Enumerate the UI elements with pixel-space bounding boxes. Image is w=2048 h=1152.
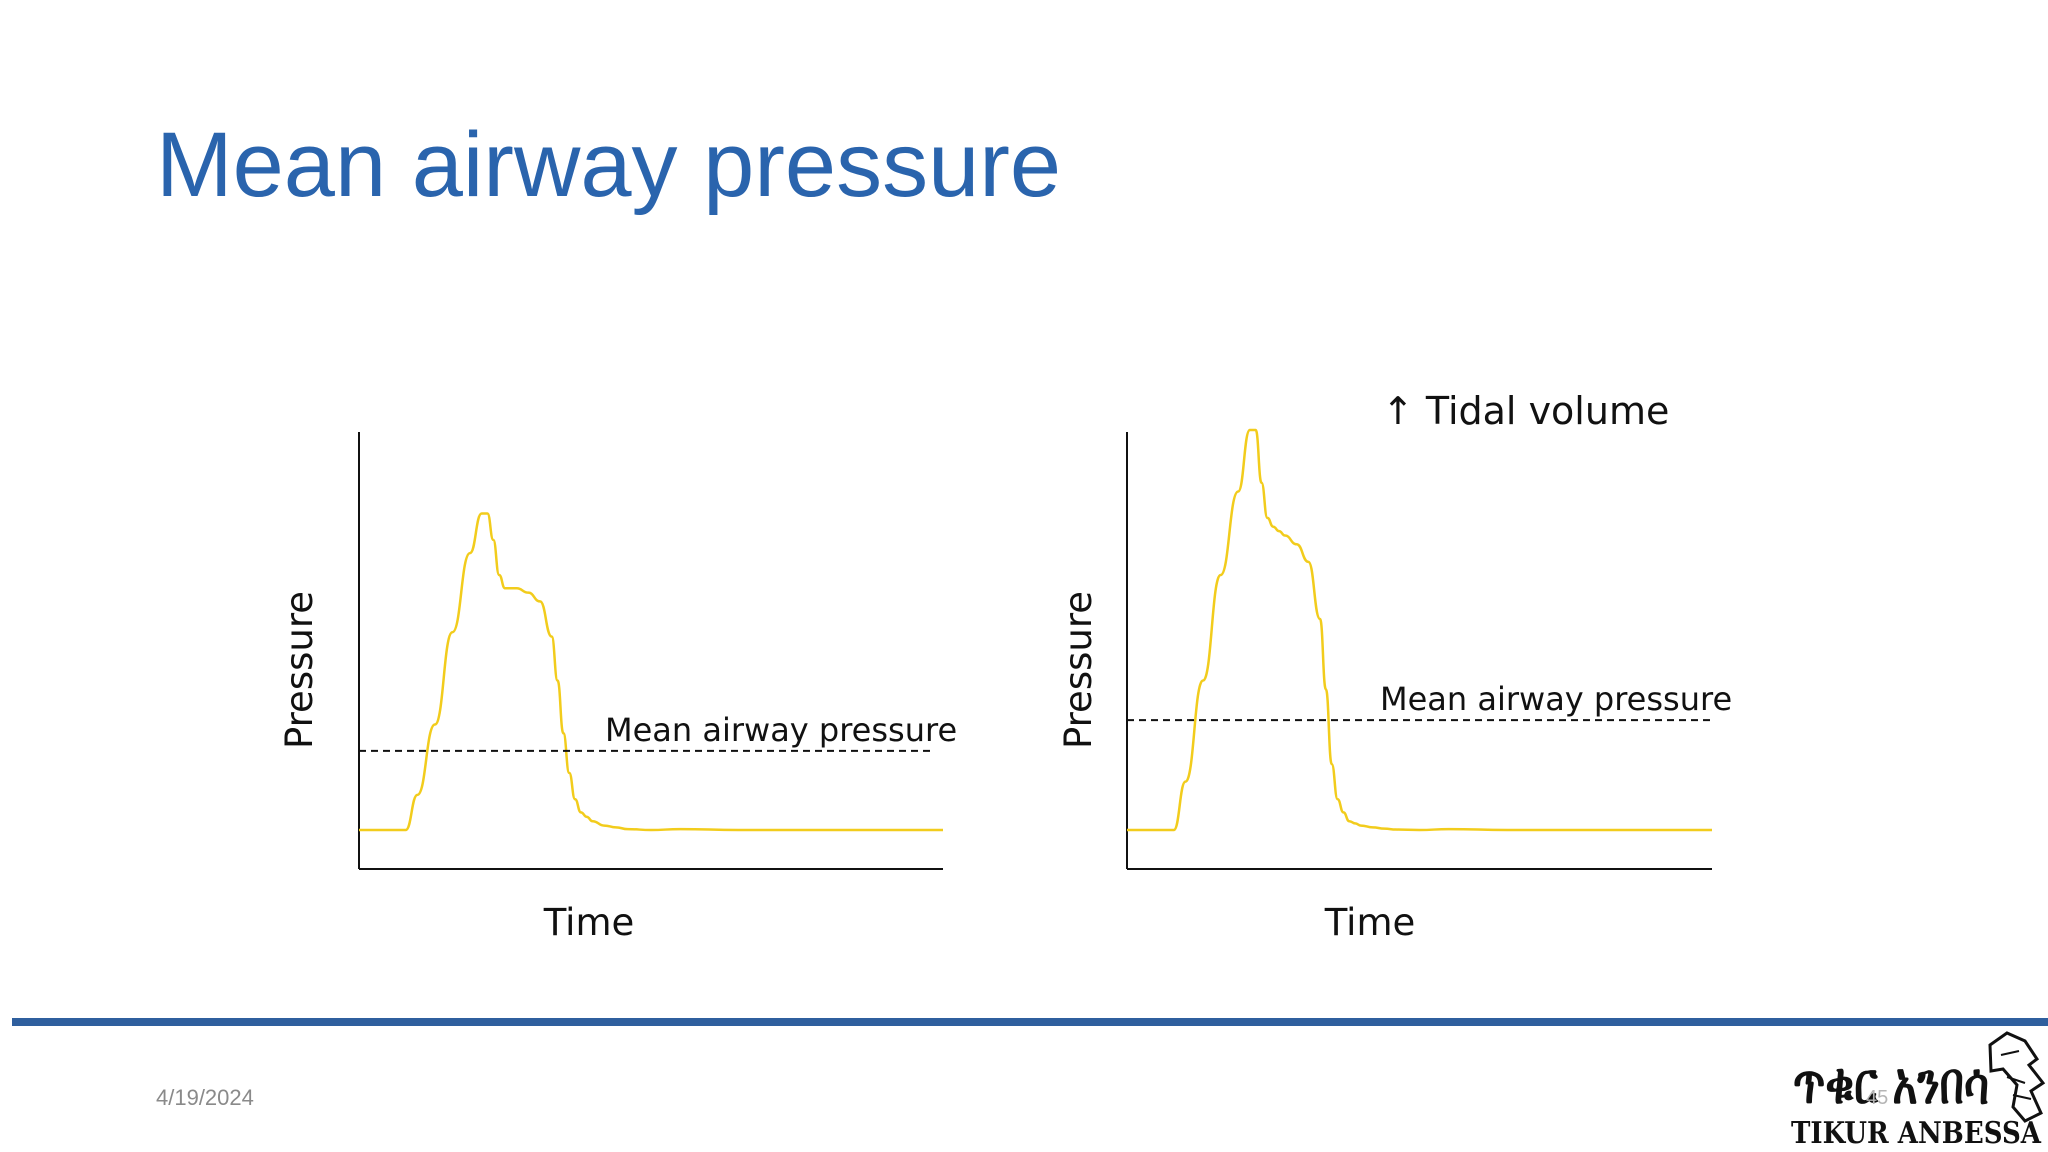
slide-number: 45 xyxy=(1866,1087,1889,1109)
chart-1-x-label: Time xyxy=(543,901,635,944)
tikur-anbessa-logo: ጥቁር አንበሳ TIKUR ANBESSA xyxy=(1791,1031,2046,1151)
svg-text:ጥቁር አንበሳ: ጥቁር አንበሳ xyxy=(1793,1049,1989,1117)
chart-1-mean-pressure-label: Mean airway pressure xyxy=(605,711,957,749)
slide-title: Mean airway pressure xyxy=(156,114,1062,216)
svg-text:TIKUR ANBESSA: TIKUR ANBESSA xyxy=(1791,1116,2042,1151)
chart-2-y-label: Pressure xyxy=(1057,591,1100,749)
chart-2-mean-pressure-label: Mean airway pressure xyxy=(1380,680,1732,718)
chart-2-title: ↑ Tidal volume xyxy=(1382,389,1669,433)
footer-date: 4/19/2024 xyxy=(156,1085,254,1110)
footer-divider xyxy=(12,1018,2048,1026)
chart-2-pressure-curve xyxy=(1127,428,1712,832)
chart-1-y-label: Pressure xyxy=(278,591,321,749)
chart-1-pressure-curve xyxy=(359,512,943,832)
chart-2-x-label: Time xyxy=(1324,901,1416,944)
